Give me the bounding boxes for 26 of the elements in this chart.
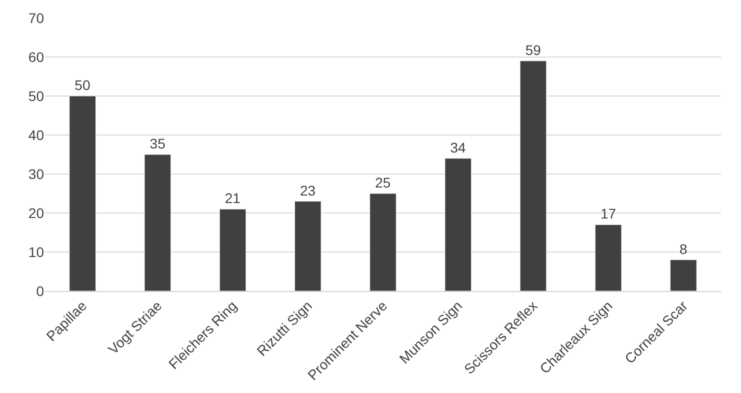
bar [520,60,547,291]
y-tick-label: 50 [28,88,44,104]
bar [294,201,322,291]
bar [370,193,396,291]
data-label: 23 [300,182,316,198]
y-tick-label: 30 [28,166,44,182]
bar [219,208,246,291]
bar [144,154,172,291]
data-label: 59 [525,42,542,58]
y-tick-label: 60 [28,48,44,65]
data-label: 17 [600,206,616,222]
data-label: 35 [150,136,166,152]
data-label: 8 [679,240,688,257]
y-tick-label: 10 [28,244,44,260]
bar [444,158,472,291]
y-tick-label: 0 [36,282,44,299]
data-label: 21 [224,190,241,206]
y-tick-label: 70 [28,10,44,26]
bar [670,260,697,291]
bar [69,96,96,291]
data-label: 50 [74,77,90,93]
y-tick-label: 20 [28,204,44,221]
y-tick-label: 40 [28,126,44,143]
data-label: 25 [375,174,391,190]
bar [594,224,622,291]
data-label: 34 [450,139,466,156]
